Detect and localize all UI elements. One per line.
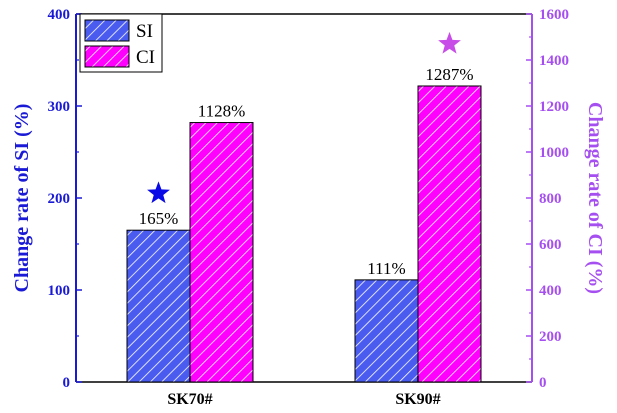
right-tick-label: 800 — [539, 191, 562, 207]
left-axis-title: Change rate of SI (%) — [11, 104, 33, 293]
left-tick-label: 100 — [48, 283, 71, 299]
right-tick-label: 400 — [539, 283, 562, 299]
right-tick-label: 1400 — [539, 53, 569, 69]
left-tick-label: 300 — [48, 99, 71, 115]
legend-label-ci: CI — [136, 47, 155, 68]
right-axis-title: Change rate of CI (%) — [584, 102, 606, 294]
legend-swatch-ci — [84, 45, 130, 68]
x-axis-ticks: SK70# SK90# — [167, 376, 441, 408]
data-label: 1128% — [198, 102, 246, 121]
star-marker-ci — [438, 31, 461, 54]
right-tick-label: 600 — [539, 237, 562, 253]
annotation-stars — [147, 31, 461, 204]
x-tick-label: SK70# — [167, 391, 212, 408]
right-tick-label: 200 — [539, 329, 562, 345]
right-axis-ticks: 0 200 400 600 800 1000 1200 1400 1600 — [526, 7, 569, 391]
right-tick-label: 1200 — [539, 99, 569, 115]
x-tick-label: SK90# — [395, 391, 440, 408]
bar-si-sk90 — [354, 279, 419, 383]
left-tick-label: 0 — [63, 375, 71, 391]
right-tick-label: 1000 — [539, 145, 569, 161]
data-label: 1287% — [425, 65, 473, 84]
star-marker-si — [147, 181, 170, 204]
left-tick-label: 400 — [48, 7, 71, 23]
right-tick-label: 1600 — [539, 7, 569, 23]
left-tick-label: 200 — [48, 191, 71, 207]
data-label: 165% — [139, 209, 179, 228]
bar-si-sk70 — [126, 229, 191, 383]
data-label: 111% — [367, 259, 405, 278]
left-axis-ticks: 0 100 200 300 400 — [48, 7, 82, 391]
bar-ci-sk70 — [189, 122, 254, 383]
legend: SI CI — [79, 13, 163, 73]
bars — [126, 85, 482, 383]
legend-swatch-si — [84, 19, 130, 42]
right-tick-label: 0 — [539, 375, 547, 391]
bar-ci-sk90 — [417, 85, 482, 383]
data-labels: 165% 1128% 111% 1287% — [139, 65, 474, 278]
legend-label-si: SI — [136, 21, 153, 42]
